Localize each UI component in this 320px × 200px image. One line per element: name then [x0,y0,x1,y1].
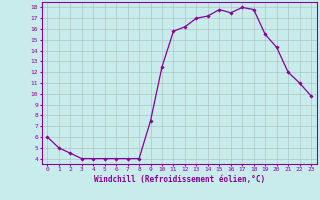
X-axis label: Windchill (Refroidissement éolien,°C): Windchill (Refroidissement éolien,°C) [94,175,265,184]
